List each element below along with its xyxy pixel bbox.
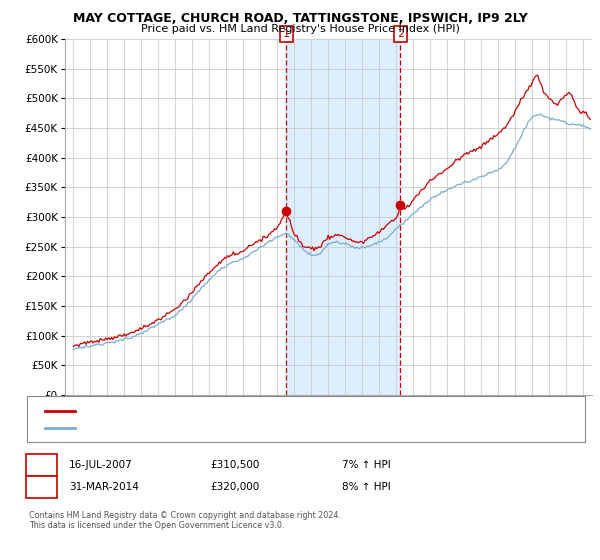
Text: 1: 1 bbox=[283, 29, 290, 39]
Text: 2: 2 bbox=[397, 29, 404, 39]
Text: £320,000: £320,000 bbox=[210, 482, 259, 492]
Text: £310,500: £310,500 bbox=[210, 460, 259, 470]
Text: 8% ↑ HPI: 8% ↑ HPI bbox=[342, 482, 391, 492]
Text: 1: 1 bbox=[38, 460, 45, 470]
Text: MAY COTTAGE, CHURCH ROAD, TATTINGSTONE, IPSWICH, IP9 2LY: MAY COTTAGE, CHURCH ROAD, TATTINGSTONE, … bbox=[73, 12, 527, 25]
Text: Price paid vs. HM Land Registry's House Price Index (HPI): Price paid vs. HM Land Registry's House … bbox=[140, 24, 460, 34]
Bar bbox=[286, 39, 400, 395]
Text: 7% ↑ HPI: 7% ↑ HPI bbox=[342, 460, 391, 470]
Text: 2: 2 bbox=[38, 482, 45, 492]
Text: 31-MAR-2014: 31-MAR-2014 bbox=[69, 482, 139, 492]
Text: MAY COTTAGE, CHURCH ROAD, TATTINGSTONE, IPSWICH, IP9 2LY (detached house): MAY COTTAGE, CHURCH ROAD, TATTINGSTONE, … bbox=[81, 406, 474, 415]
Text: HPI: Average price, detached house, Babergh: HPI: Average price, detached house, Babe… bbox=[81, 424, 297, 433]
Text: Contains HM Land Registry data © Crown copyright and database right 2024.
This d: Contains HM Land Registry data © Crown c… bbox=[29, 511, 341, 530]
Text: 16-JUL-2007: 16-JUL-2007 bbox=[69, 460, 133, 470]
